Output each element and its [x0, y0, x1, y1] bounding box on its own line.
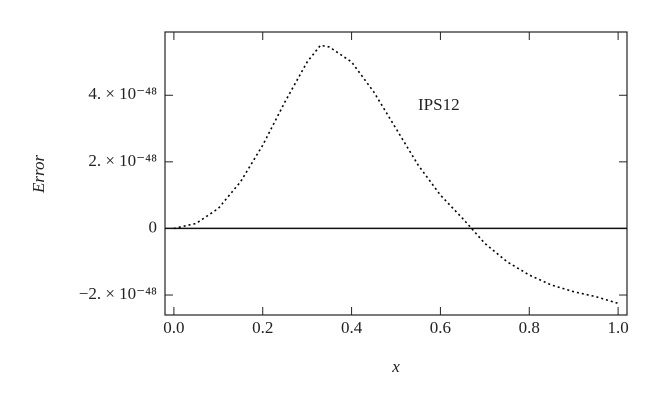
- y-tick-label: −2. × 10⁻⁴⁸: [79, 284, 157, 303]
- line: [173, 44, 619, 305]
- x-axis-label: x: [391, 357, 400, 376]
- x-tick-label: 0.0: [163, 318, 184, 337]
- y-axis-label: Error: [29, 155, 48, 194]
- x-tick-label: 0.4: [341, 318, 363, 337]
- y-tick-label: 2. × 10⁻⁴⁸: [88, 151, 157, 170]
- series-label: IPS12: [418, 95, 460, 114]
- plot-frame: [164, 31, 628, 316]
- x-tick-label: 0.8: [519, 318, 540, 337]
- y-tick-label: 4. × 10⁻⁴⁸: [88, 84, 157, 103]
- y-tick-label: 0: [149, 217, 158, 236]
- x-tick-label: 1.0: [607, 318, 628, 337]
- x-tick-label: 0.6: [430, 318, 451, 337]
- x-tick-label: 0.2: [252, 318, 273, 337]
